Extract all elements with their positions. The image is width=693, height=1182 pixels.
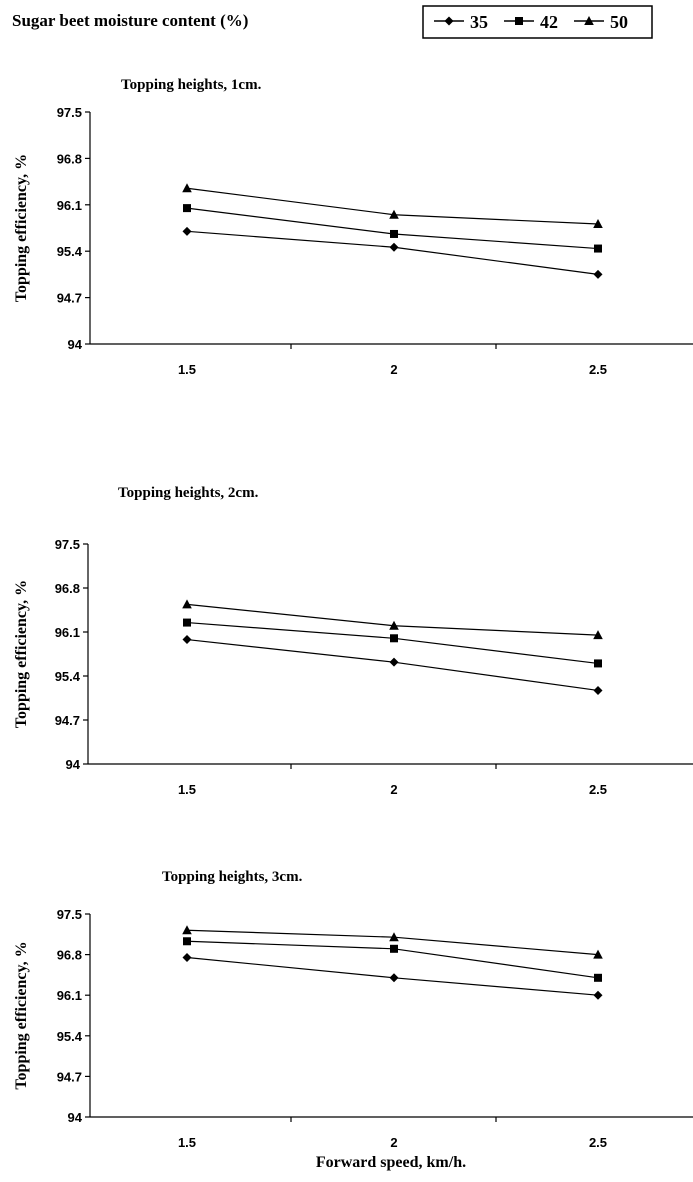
legend-marker-50 <box>584 16 594 25</box>
data-point-35 <box>593 990 603 1000</box>
x-tick-label: 1.5 <box>178 362 196 377</box>
charts: Topping heights, 1cm. Topping efficiency,… <box>13 77 693 1150</box>
y-tick-label: 97.5 <box>57 907 82 922</box>
data-point-35 <box>389 657 399 667</box>
chart-title: Topping heights, 1cm. <box>121 77 262 93</box>
y-axis-label: Topping efficiency, % <box>13 154 30 302</box>
data-point-35 <box>389 242 399 252</box>
legend-label-50: 50 <box>610 12 628 32</box>
chart-panel-2: Topping heights, 2cm. Topping efficiency,… <box>13 485 693 797</box>
data-point-50 <box>182 925 192 935</box>
x-tick-label: 2.5 <box>589 1135 607 1150</box>
y-tick-label: 94.7 <box>57 291 82 306</box>
y-tick-label: 95.4 <box>57 244 83 259</box>
y-tick-label: 95.4 <box>57 1029 83 1044</box>
data-point-42 <box>594 244 602 253</box>
legend-title: Sugar beet moisture content (%) <box>12 11 248 30</box>
data-point-42 <box>594 973 602 982</box>
chart-panel-3: Topping heights, 3cm. Topping efficiency,… <box>13 869 693 1150</box>
legend-label-42: 42 <box>540 12 558 32</box>
chart-panel-1: Topping heights, 1cm. Topping efficiency,… <box>13 77 693 377</box>
legend-marker-42 <box>515 17 523 25</box>
y-tick-label: 97.5 <box>55 537 80 552</box>
legend-label-35: 35 <box>470 12 488 32</box>
x-tick-label: 1.5 <box>178 782 196 797</box>
y-tick-label: 95.4 <box>55 669 81 684</box>
data-point-50 <box>389 932 399 942</box>
data-point-42 <box>183 618 191 627</box>
x-tick-label: 2.5 <box>589 782 607 797</box>
x-tick-label: 1.5 <box>178 1135 196 1150</box>
data-point-42 <box>183 204 191 213</box>
y-tick-label: 96.1 <box>57 198 82 213</box>
legend: 35 42 50 <box>422 5 653 39</box>
data-point-35 <box>593 269 603 279</box>
y-axis-label: Topping efficiency, % <box>13 580 30 728</box>
y-tick-label: 96.8 <box>57 948 82 963</box>
data-point-42 <box>390 634 398 643</box>
data-point-35 <box>182 953 192 962</box>
y-tick-label: 94 <box>66 757 81 772</box>
data-point-50 <box>593 949 603 959</box>
x-tick-label: 2.5 <box>589 362 607 377</box>
data-point-42 <box>594 659 602 668</box>
data-point-50 <box>593 219 603 229</box>
data-point-50 <box>182 183 192 193</box>
data-point-50 <box>389 209 399 219</box>
y-tick-label: 94 <box>68 1110 83 1125</box>
y-tick-label: 96.1 <box>55 625 80 640</box>
data-point-42 <box>390 944 398 953</box>
y-tick-label: 96.8 <box>57 151 82 166</box>
data-point-35 <box>182 226 192 236</box>
data-point-35 <box>182 635 192 645</box>
y-tick-label: 96.1 <box>57 988 82 1003</box>
chart-title: Topping heights, 2cm. <box>118 485 259 501</box>
data-point-35 <box>389 973 399 983</box>
y-tick-label: 94.7 <box>55 713 80 728</box>
chart-title: Topping heights, 3cm. <box>162 869 303 885</box>
x-tick-label: 2 <box>390 1135 397 1150</box>
data-point-50 <box>389 620 399 630</box>
y-tick-label: 94.7 <box>57 1069 82 1084</box>
x-tick-label: 2 <box>390 782 397 797</box>
x-tick-label: 2 <box>390 362 397 377</box>
data-point-42 <box>390 229 398 238</box>
series-line-50 <box>186 603 599 636</box>
legend-marker-35 <box>444 16 454 26</box>
x-axis-label: Forward speed, km/h. <box>316 1154 466 1171</box>
data-point-50 <box>182 599 192 609</box>
y-tick-label: 94 <box>68 337 83 352</box>
data-point-35 <box>593 685 603 695</box>
y-axis-label: Topping efficiency, % <box>13 941 30 1089</box>
data-point-50 <box>593 630 603 640</box>
y-tick-label: 96.8 <box>55 581 80 596</box>
data-point-42 <box>183 937 191 946</box>
y-tick-label: 97.5 <box>57 105 82 120</box>
legend-box <box>422 5 653 39</box>
